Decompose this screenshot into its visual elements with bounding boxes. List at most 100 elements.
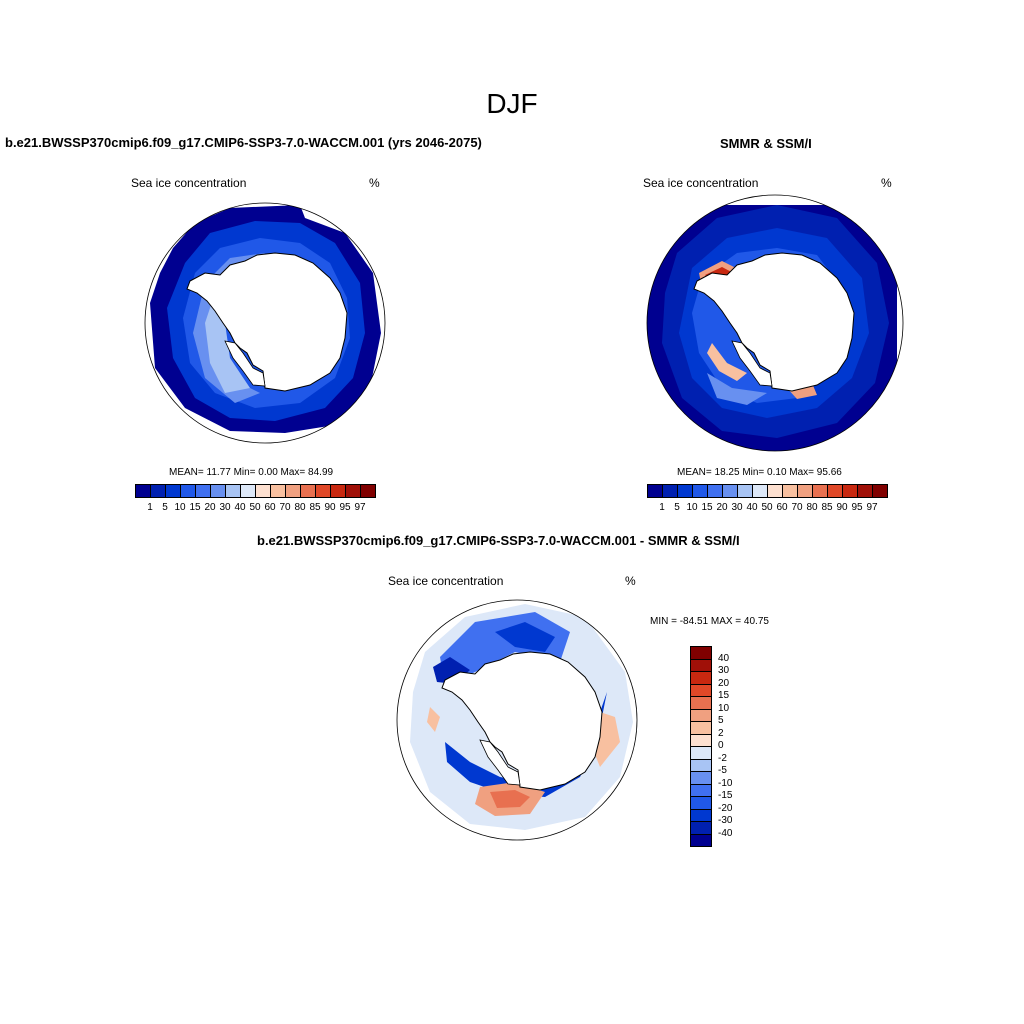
panel2-colorbar-swatch: [677, 484, 693, 498]
panel1-colorbar-swatch: [270, 484, 286, 498]
panel1-colorbar-label: 70: [279, 502, 291, 513]
panel1-colorbar-swatch: [285, 484, 301, 498]
panel2-colorbar-label: 60: [776, 502, 788, 513]
panel2-title: SMMR & SSM/I: [720, 136, 812, 151]
panel3-colorbar-swatch: [690, 696, 712, 710]
panel1-colorbar-label: 30: [219, 502, 231, 513]
panel3-colorbar-swatch: [690, 758, 712, 772]
panel3-colorbar-swatch: [690, 833, 712, 847]
panel3-stats: MIN = -84.51 MAX = 40.75: [650, 616, 769, 627]
panel2-colorbar-swatch: [647, 484, 663, 498]
panel1-colorbar-label: 85: [309, 502, 321, 513]
panel3-colorbar-swatch: [690, 658, 712, 672]
panel2-colorbar-labels: 1 5 10 15 20 30 40 50 60 70 80 85 90 95 97: [647, 500, 887, 514]
panel3-colorbar-label: -20: [718, 802, 733, 814]
panel1-variable-label: Sea ice concentration: [131, 176, 247, 190]
panel2-colorbar-swatch: [707, 484, 723, 498]
panel2-colorbar-swatch: [692, 484, 708, 498]
panel3-colorbar-label: -40: [718, 827, 733, 839]
panel3-colorbar-labels: 40 30 20 15 10 5 2 0 -2 -5 -10 -15 -20 -30 -40: [718, 646, 758, 846]
panel1-colorbar-label: 60: [264, 502, 276, 513]
panel1-units-label: %: [369, 176, 380, 190]
panel3-colorbar-label: 5: [718, 715, 724, 726]
panel1-colorbar-label: 1: [147, 502, 153, 513]
panel3-units-label: %: [625, 574, 636, 588]
panel3-colorbar-swatch: [690, 808, 712, 822]
panel1-colorbar-swatch: [360, 484, 376, 498]
panel2-colorbar-label: 10: [686, 502, 698, 513]
panel1-colorbar-label: 5: [162, 502, 168, 513]
panel2-colorbar-swatch: [752, 484, 768, 498]
panel3-colorbar-label: -5: [718, 765, 727, 776]
panel2-colorbar-label: 30: [731, 502, 743, 513]
panel2-colorbar-label: 20: [716, 502, 728, 513]
panel1-colorbar-label: 20: [204, 502, 216, 513]
panel1-colorbar-label: 50: [249, 502, 261, 513]
panel1-colorbar-swatch: [180, 484, 196, 498]
panel3-variable-label: Sea ice concentration: [388, 574, 504, 588]
panel2-colorbar-label: 1: [659, 502, 665, 513]
panel1-colorbar-label: 40: [234, 502, 246, 513]
panel3-colorbar-label: 40: [718, 652, 730, 664]
panel3-colorbar-label: 20: [718, 677, 730, 689]
panel3-colorbar-swatch: [690, 796, 712, 810]
panel2-colorbar-label: 15: [701, 502, 713, 513]
panel3-colorbar-label: 10: [718, 702, 730, 714]
panel2-polar-map: [646, 194, 904, 452]
panel1-colorbar-swatch: [330, 484, 346, 498]
panel3-colorbar-label: -15: [718, 790, 733, 801]
panel1-stats: MEAN= 11.77 Min= 0.00 Max= 84.99: [169, 467, 334, 478]
panel1-polar-map: [144, 202, 386, 444]
panel2-colorbar-swatch: [767, 484, 783, 498]
panel3-colorbar-swatch: [690, 683, 712, 697]
panel3-colorbar-swatch: [690, 821, 712, 835]
panel1-colorbar-swatch: [240, 484, 256, 498]
panel1-colorbar-label: 95: [339, 502, 351, 513]
figure-title: DJF: [486, 88, 538, 119]
panel1-colorbar-label: 90: [324, 502, 336, 513]
panel3-colorbar-label: -2: [718, 752, 727, 764]
panel2-colorbar-swatch: [737, 484, 753, 498]
panel1-colorbar-swatch: [315, 484, 331, 498]
panel3-polar-map: [396, 599, 638, 841]
panel1-colorbar-swatch: [255, 484, 271, 498]
panel2-colorbar-swatch: [662, 484, 678, 498]
panel1-colorbar: [135, 484, 376, 498]
panel2-colorbar-label: 40: [746, 502, 758, 513]
panel1-colorbar-swatch: [150, 484, 166, 498]
panel2-colorbar-swatch: [827, 484, 843, 498]
panel3-colorbar-swatch: [690, 746, 712, 760]
panel3-colorbar-swatch: [690, 733, 712, 747]
panel3-colorbar-label: 30: [718, 665, 730, 676]
panel2-colorbar-label: 90: [836, 502, 848, 513]
panel2-colorbar-label: 95: [851, 502, 863, 513]
panel2-colorbar-swatch: [872, 484, 888, 498]
panel2-colorbar-swatch: [782, 484, 798, 498]
panel2-colorbar-swatch: [842, 484, 858, 498]
panel3-colorbar-swatch: [690, 721, 712, 735]
panel3-colorbar-swatch: [690, 671, 712, 685]
panel2-colorbar-label: 5: [674, 502, 680, 513]
panel3-colorbar-swatch: [690, 783, 712, 797]
panel2-colorbar-label: 70: [791, 502, 803, 513]
panel1-colorbar-label: 10: [174, 502, 186, 513]
panel1-colorbar-swatch: [345, 484, 361, 498]
panel2-colorbar-label: 50: [761, 502, 773, 513]
panel1-colorbar-swatch: [195, 484, 211, 498]
panel2-colorbar-label: 80: [806, 502, 818, 513]
panel1-title: b.e21.BWSSP370cmip6.f09_g17.CMIP6-SSP3-7…: [5, 135, 482, 150]
panel3-colorbar: [690, 646, 712, 847]
panel2-stats: MEAN= 18.25 Min= 0.10 Max= 95.66: [677, 467, 842, 478]
panel2-variable-label: Sea ice concentration: [643, 176, 759, 190]
panel3-colorbar-label: -30: [718, 815, 733, 826]
panel2-colorbar-swatch: [797, 484, 813, 498]
panel1-colorbar-swatch: [165, 484, 181, 498]
panel3-colorbar-label: 15: [718, 690, 730, 701]
panel1-colorbar-label: 80: [294, 502, 306, 513]
panel2-colorbar-swatch: [722, 484, 738, 498]
panel3-colorbar-swatch: [690, 771, 712, 785]
panel3-colorbar-swatch: [690, 708, 712, 722]
panel1-colorbar-label: 15: [189, 502, 201, 513]
panel3-colorbar-label: 0: [718, 740, 724, 751]
panel2-units-label: %: [881, 176, 892, 190]
